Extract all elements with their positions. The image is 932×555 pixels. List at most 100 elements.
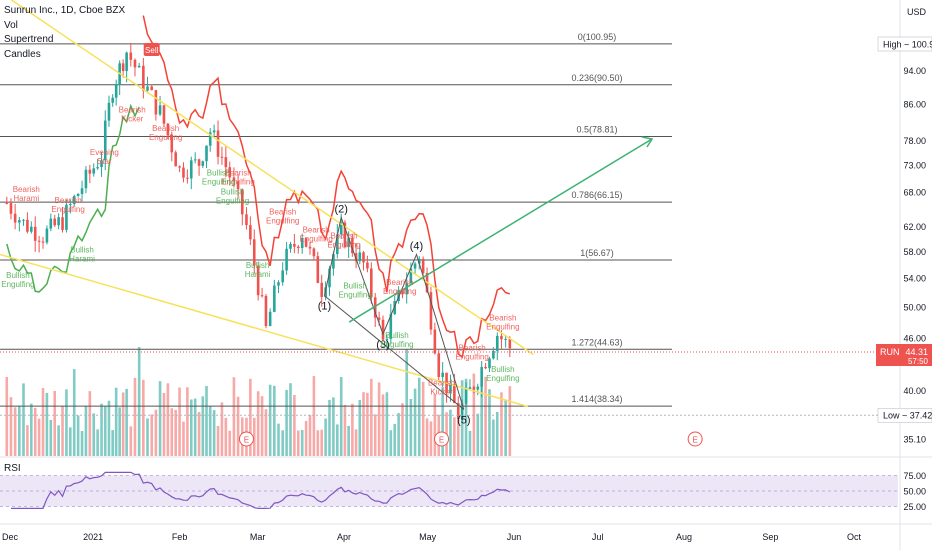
time-axis-label: May xyxy=(419,532,437,542)
candle-body xyxy=(347,237,350,247)
time-axis-label: Feb xyxy=(172,532,188,542)
volume-bar xyxy=(354,429,358,456)
descending-support-trendline[interactable] xyxy=(0,253,529,408)
volume-bar xyxy=(405,349,409,456)
volume-bar xyxy=(339,377,343,456)
volume-bar xyxy=(441,387,444,456)
candle-body xyxy=(37,240,41,242)
earnings-marker[interactable] xyxy=(434,431,450,447)
volume-bar xyxy=(49,419,53,456)
candle-body xyxy=(320,282,324,298)
candle-body xyxy=(456,403,460,419)
candle-body xyxy=(154,90,158,115)
volume-bar xyxy=(397,413,400,456)
earnings-marker[interactable] xyxy=(238,431,254,447)
volume-bar xyxy=(351,403,354,456)
candle-body xyxy=(88,169,92,174)
price-axis-tick-label: 46.00 xyxy=(903,333,926,343)
candle-body xyxy=(72,196,76,205)
volume-bar xyxy=(264,409,268,456)
candle-body xyxy=(492,350,495,359)
volume-bar xyxy=(413,388,417,456)
volume-bar xyxy=(304,420,308,456)
candle-body xyxy=(343,222,347,247)
volume-bar xyxy=(256,391,260,456)
volume-bar xyxy=(84,406,88,456)
wave-label: (1) xyxy=(318,301,331,313)
candle-body xyxy=(339,222,343,235)
volume-bar xyxy=(33,407,37,456)
volume-bar xyxy=(464,378,468,456)
candle-body xyxy=(260,295,264,297)
legend-study-candles[interactable]: Candles xyxy=(4,48,41,60)
wave-label: (2) xyxy=(334,203,347,215)
candle-body xyxy=(304,238,308,247)
volume-bar xyxy=(488,389,491,456)
fib-level-label: 1(56.67) xyxy=(580,248,614,258)
candle-body xyxy=(397,290,400,301)
candle-body xyxy=(193,159,197,161)
projection-arrow-line[interactable] xyxy=(348,138,653,323)
volume-bar xyxy=(166,383,170,456)
time-axis-label: 2021 xyxy=(83,532,103,542)
candle-body xyxy=(484,366,487,369)
earnings-marker[interactable] xyxy=(687,431,703,447)
sell-signal-tag[interactable] xyxy=(143,43,160,56)
volume-bar xyxy=(13,407,17,456)
volume-bar xyxy=(22,383,25,456)
price-axis-tick-label: 86.00 xyxy=(903,99,926,109)
projection-arrow-head xyxy=(641,136,654,148)
candle-pattern-label-line: Bearish xyxy=(386,278,413,287)
candle-body xyxy=(65,204,68,230)
price-axis-tick-label: 73.00 xyxy=(903,161,926,171)
legend-study-supertrend[interactable]: Supertrend xyxy=(4,34,54,45)
candle-pattern-label-line: Bullish xyxy=(6,271,30,280)
candle-body xyxy=(150,86,154,91)
last-price-countdown: 57:50 xyxy=(908,357,929,366)
candle-pattern-label-line: Engulfing xyxy=(1,280,34,289)
candle-body xyxy=(358,252,362,262)
candle-body xyxy=(103,120,107,161)
volume-bar xyxy=(45,392,49,456)
candle-body xyxy=(370,268,373,298)
volume-bar xyxy=(366,392,369,456)
volume-bar xyxy=(216,426,220,456)
price-axis-tick-label: 78.00 xyxy=(903,136,926,146)
volume-bar xyxy=(228,430,232,456)
descending-resistance-trendline[interactable] xyxy=(0,0,534,356)
time-axis-label: Apr xyxy=(337,532,351,542)
candle-body xyxy=(277,282,280,286)
volume-bar xyxy=(393,423,397,456)
volume-bar xyxy=(72,369,76,456)
candle-body xyxy=(201,161,205,166)
candle-body xyxy=(30,226,33,232)
volume-bar xyxy=(193,398,197,456)
candle-pattern-label-line: Harami xyxy=(245,270,271,279)
volume-bar xyxy=(111,430,114,456)
volume-bar xyxy=(146,418,149,456)
rsi-pane-label[interactable]: RSI xyxy=(4,463,21,474)
volume-bar xyxy=(377,382,381,456)
rsi-axis-tick-label: 25.00 xyxy=(903,502,926,512)
last-price-symbol: RUN xyxy=(880,347,900,357)
wave-label: (4) xyxy=(410,241,423,253)
volume-bar xyxy=(150,414,154,456)
legend-study-vol[interactable]: Vol xyxy=(4,19,18,31)
volume-bar xyxy=(9,397,13,456)
candle-body xyxy=(413,263,417,269)
candle-pattern-label-line: Engulfing xyxy=(380,340,413,349)
volume-bar xyxy=(324,418,327,456)
candle-pattern-label-line: Engulfing xyxy=(338,291,371,300)
candle-body xyxy=(381,319,385,340)
fib-level-label: 1.414(38.34) xyxy=(571,394,622,404)
candle-body xyxy=(121,63,125,72)
candle-body xyxy=(409,268,413,284)
elliott-wave-path[interactable] xyxy=(324,215,465,410)
candle-body xyxy=(96,167,99,169)
volume-bar xyxy=(476,413,480,456)
volume-bar xyxy=(212,410,216,456)
legend-symbol[interactable]: Sunrun Inc., 1D, Cboe BZX xyxy=(4,5,126,16)
